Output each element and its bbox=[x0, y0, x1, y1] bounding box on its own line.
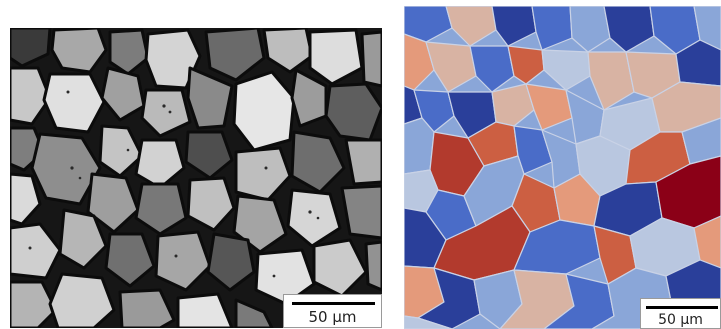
grain bbox=[186, 66, 234, 130]
grain bbox=[693, 6, 721, 51]
grain bbox=[541, 49, 591, 91]
scale-bar-line bbox=[646, 306, 718, 309]
grain-map-grains bbox=[404, 6, 721, 329]
grain bbox=[469, 45, 515, 93]
scale-bar: 50 μm bbox=[283, 294, 382, 328]
grain bbox=[10, 222, 62, 280]
grain bbox=[206, 232, 256, 292]
grain bbox=[10, 28, 52, 68]
grain bbox=[42, 72, 106, 134]
grain bbox=[10, 66, 52, 126]
grain bbox=[308, 28, 364, 86]
grain bbox=[525, 83, 573, 131]
grain bbox=[144, 28, 202, 90]
grain bbox=[491, 83, 535, 127]
micrograph-panel bbox=[10, 28, 382, 328]
grain bbox=[404, 117, 435, 175]
grain bbox=[681, 117, 721, 165]
grain bbox=[10, 172, 42, 226]
grain bbox=[10, 280, 58, 328]
grain bbox=[531, 6, 573, 51]
grain bbox=[134, 182, 188, 236]
grain bbox=[58, 208, 108, 270]
grain bbox=[404, 33, 435, 91]
grain bbox=[603, 6, 655, 53]
grain bbox=[513, 125, 553, 175]
scale-bar-label: 50 μm bbox=[308, 308, 357, 326]
grain bbox=[154, 230, 212, 292]
grain bbox=[312, 238, 368, 298]
grain bbox=[108, 28, 150, 76]
micrograph-grains bbox=[10, 28, 382, 328]
scale-bar-line bbox=[292, 302, 375, 305]
grain bbox=[134, 138, 186, 190]
grain bbox=[98, 124, 144, 178]
grain bbox=[425, 41, 477, 93]
grain bbox=[204, 28, 266, 82]
scale-bar-label: 50 μm bbox=[658, 312, 703, 328]
grain bbox=[286, 188, 342, 248]
grain bbox=[234, 146, 292, 202]
grain bbox=[693, 215, 721, 269]
grain bbox=[118, 288, 176, 328]
grain bbox=[140, 88, 192, 138]
grain bbox=[48, 272, 116, 328]
grain bbox=[30, 132, 102, 206]
grain bbox=[184, 130, 234, 180]
grain bbox=[569, 6, 611, 53]
grain bbox=[364, 240, 382, 292]
grain bbox=[404, 315, 453, 329]
grain bbox=[100, 66, 146, 122]
grain-map-panel bbox=[404, 6, 721, 329]
grain bbox=[176, 292, 234, 328]
grain bbox=[290, 130, 346, 194]
grain bbox=[86, 172, 140, 234]
grain bbox=[507, 45, 545, 85]
grain bbox=[290, 68, 328, 128]
micrograph-image bbox=[10, 28, 382, 328]
grain bbox=[262, 28, 314, 74]
grain bbox=[234, 298, 274, 328]
grain bbox=[360, 30, 382, 88]
scale-bar: 50 μm bbox=[640, 298, 721, 329]
grain bbox=[344, 138, 382, 186]
grain bbox=[404, 6, 453, 43]
grain bbox=[675, 39, 721, 87]
grain bbox=[491, 6, 537, 47]
grain bbox=[413, 89, 455, 133]
grain bbox=[232, 70, 296, 152]
grain bbox=[50, 28, 108, 74]
grain bbox=[340, 184, 382, 240]
grain bbox=[104, 232, 156, 288]
grain bbox=[445, 6, 497, 47]
grain-map-image bbox=[404, 6, 721, 329]
grain bbox=[186, 176, 236, 232]
micrograph-pores bbox=[28, 90, 320, 278]
grain bbox=[587, 51, 635, 111]
grain bbox=[232, 194, 288, 254]
